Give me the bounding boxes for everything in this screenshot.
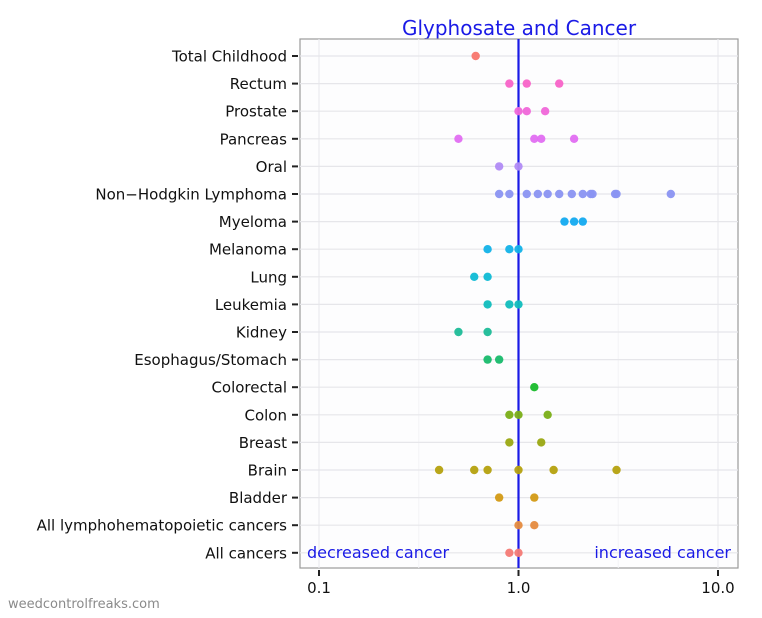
data-point xyxy=(505,189,514,199)
data-point xyxy=(483,245,492,254)
data-point xyxy=(470,272,479,281)
y-tick-label: Kidney xyxy=(236,324,287,342)
data-point xyxy=(454,327,463,337)
y-tick-label: Pancreas xyxy=(220,130,288,148)
data-point xyxy=(560,217,569,226)
data-point xyxy=(578,189,587,199)
data-point xyxy=(505,300,514,309)
data-point xyxy=(533,189,543,199)
data-point xyxy=(543,189,552,199)
data-point xyxy=(514,548,523,557)
data-point xyxy=(494,355,504,364)
data-point xyxy=(514,162,523,171)
y-axis: Total Childhood Rectum Prostate Pancreas Or… xyxy=(37,48,298,562)
data-point xyxy=(505,79,514,88)
data-point xyxy=(530,383,539,392)
data-point xyxy=(514,521,523,530)
data-point xyxy=(494,162,504,171)
data-point xyxy=(514,107,523,116)
x-tick-label: 10.0 xyxy=(701,579,734,597)
data-point xyxy=(514,410,523,419)
data-point xyxy=(483,465,492,475)
data-point xyxy=(530,521,539,530)
data-point xyxy=(569,217,579,226)
data-point xyxy=(537,438,546,447)
data-point xyxy=(471,51,480,61)
data-point xyxy=(522,107,531,116)
data-point xyxy=(612,189,621,199)
data-point xyxy=(483,355,492,364)
data-point xyxy=(483,327,492,337)
data-point xyxy=(483,300,492,309)
data-point xyxy=(454,134,463,143)
data-point xyxy=(505,245,514,254)
y-tick-label: Brain xyxy=(248,462,287,480)
data-point xyxy=(514,300,523,309)
x-tick-label: 0.1 xyxy=(307,579,331,597)
data-point xyxy=(522,189,531,199)
data-point xyxy=(612,465,621,475)
y-tick-label: Breast xyxy=(239,434,287,452)
data-point xyxy=(555,189,564,199)
y-tick-label: All cancers xyxy=(205,544,287,562)
data-point xyxy=(530,493,539,502)
y-tick-label: Bladder xyxy=(229,489,288,507)
y-tick-label: Total Childhood xyxy=(171,48,287,66)
y-tick-label: Rectum xyxy=(230,75,287,93)
data-points xyxy=(434,51,676,557)
data-point xyxy=(569,134,579,143)
watermark: weedcontrolfreaks.com xyxy=(8,597,160,612)
data-point xyxy=(505,548,514,557)
y-tick-label: Esophagus/Stomach xyxy=(134,351,287,369)
data-point xyxy=(588,189,597,199)
data-point xyxy=(549,465,558,475)
data-point xyxy=(514,245,523,254)
y-tick-label: All lymphohematopoietic cancers xyxy=(37,517,288,535)
y-tick-label: Colon xyxy=(244,406,287,424)
y-tick-label: Lung xyxy=(250,268,287,286)
data-point xyxy=(483,272,492,281)
y-tick-label: Non−Hodgkin Lymphoma xyxy=(95,186,287,204)
data-point xyxy=(470,465,479,475)
data-point xyxy=(434,465,444,475)
y-tick-label: Colorectal xyxy=(211,379,287,397)
data-point xyxy=(494,493,504,502)
data-point xyxy=(578,217,587,226)
x-tick-label: 1.0 xyxy=(507,579,531,597)
data-point xyxy=(555,79,564,88)
data-point xyxy=(514,465,523,475)
y-tick-label: Oral xyxy=(256,158,287,176)
data-point xyxy=(505,438,514,447)
annotation-increased-cancer: increased cancer xyxy=(594,543,731,562)
data-point xyxy=(522,79,531,88)
data-point xyxy=(666,189,676,199)
data-point xyxy=(543,410,552,419)
y-tick-label: Myeloma xyxy=(219,213,287,231)
data-point xyxy=(537,134,546,143)
data-point xyxy=(494,189,504,199)
x-axis: 0.1 1.0 10.0 xyxy=(307,570,735,597)
data-point xyxy=(540,107,550,116)
data-point xyxy=(567,189,577,199)
annotation-decreased-cancer: decreased cancer xyxy=(307,543,449,562)
data-point xyxy=(505,410,514,419)
chart-title: Glyphosate and Cancer xyxy=(402,16,637,40)
data-point xyxy=(530,134,539,143)
y-tick-label: Prostate xyxy=(225,103,287,121)
y-tick-label: Leukemia xyxy=(215,296,287,314)
y-tick-label: Melanoma xyxy=(209,241,287,259)
